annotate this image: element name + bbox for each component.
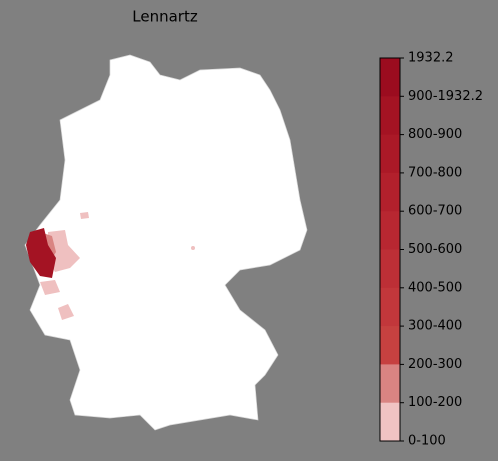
region-light	[191, 246, 195, 250]
colorbar-label: 500-600	[408, 242, 462, 257]
colorbar-label: 600-700	[408, 204, 462, 219]
map-title: Lennartz	[132, 8, 198, 26]
colorbar-label: 700-800	[408, 165, 462, 180]
region-light	[48, 230, 80, 272]
germany-map	[24, 54, 308, 431]
colorbar-segment	[380, 58, 400, 97]
colorbar-segment	[380, 172, 400, 212]
colorbar-label: 1932.2	[408, 51, 454, 66]
colorbar-label: 300-400	[408, 319, 462, 334]
colorbar-label: 800-900	[408, 127, 462, 142]
colorbar-segment	[380, 287, 400, 327]
region-dark	[26, 228, 56, 278]
colorbar-segment	[380, 134, 400, 174]
colorbar-label: 0-100	[408, 434, 446, 449]
colorbar-segment	[380, 211, 400, 250]
colorbar-segment	[380, 326, 400, 365]
region-light	[40, 280, 60, 295]
region-light	[80, 212, 89, 219]
colorbar-label: 900-1932.2	[408, 89, 483, 104]
region-light	[58, 304, 74, 320]
colorbar-segment	[380, 249, 400, 289]
colorbar-segment	[380, 96, 400, 136]
colorbar-label: 100-200	[408, 395, 462, 410]
colorbar-label: 200-300	[408, 357, 462, 372]
colorbar-label: 400-500	[408, 280, 462, 295]
colorbar-segment	[380, 402, 400, 442]
colorbar-segment	[380, 364, 400, 404]
colorbar: 1932.2 900-1932.2 800-900 700-800 600-700 500…	[379, 51, 483, 449]
country-shape	[24, 54, 308, 431]
